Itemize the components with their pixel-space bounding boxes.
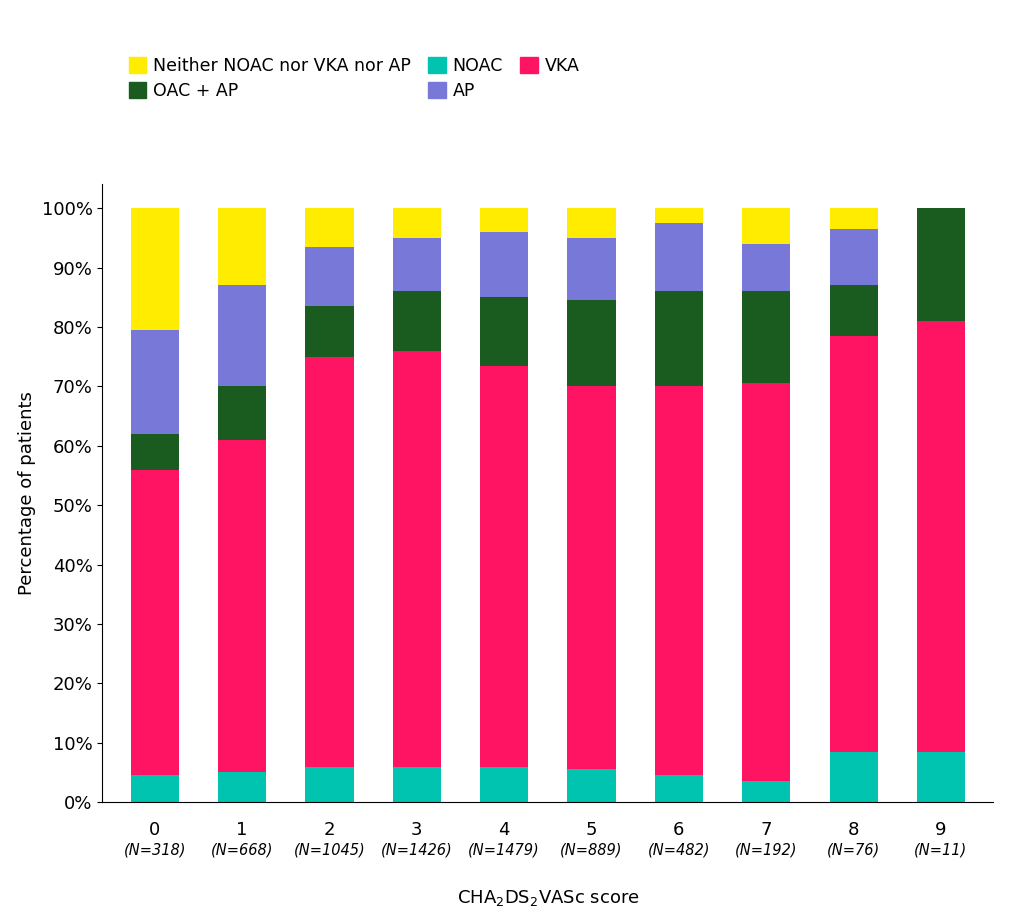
Bar — [742, 781, 791, 802]
Bar — [829, 208, 878, 229]
Text: 5: 5 — [586, 822, 597, 839]
Bar — [742, 291, 791, 384]
Text: (N=889): (N=889) — [560, 843, 623, 857]
Bar — [916, 321, 965, 751]
Bar — [393, 350, 441, 766]
Bar — [567, 301, 615, 386]
Text: (N=668): (N=668) — [211, 843, 273, 857]
Bar — [567, 238, 615, 301]
Bar — [829, 229, 878, 286]
Bar — [654, 291, 702, 386]
Bar — [829, 751, 878, 802]
Bar — [218, 386, 266, 440]
Bar — [654, 386, 702, 775]
Bar — [480, 297, 528, 365]
Bar — [916, 208, 965, 321]
Bar — [393, 208, 441, 238]
Text: 7: 7 — [761, 822, 772, 839]
Text: (N=1426): (N=1426) — [381, 843, 453, 857]
Bar — [480, 365, 528, 766]
Bar — [567, 770, 615, 802]
Bar — [305, 357, 353, 766]
Bar — [654, 775, 702, 802]
Bar — [829, 286, 878, 336]
Bar — [393, 291, 441, 350]
Bar — [567, 208, 615, 238]
Bar — [131, 330, 179, 434]
Bar — [654, 223, 702, 291]
Text: 2: 2 — [324, 822, 335, 839]
Bar — [567, 386, 615, 770]
Bar — [305, 766, 353, 802]
Bar — [218, 286, 266, 386]
Text: 0: 0 — [150, 822, 161, 839]
Bar — [131, 434, 179, 469]
Text: 1: 1 — [237, 822, 248, 839]
Text: (N=192): (N=192) — [735, 843, 798, 857]
Text: (N=76): (N=76) — [827, 843, 881, 857]
Bar — [131, 775, 179, 802]
Bar — [480, 766, 528, 802]
Bar — [393, 766, 441, 802]
Bar — [742, 243, 791, 291]
Bar — [218, 208, 266, 286]
Bar — [742, 208, 791, 243]
Bar — [393, 238, 441, 291]
Text: 3: 3 — [411, 822, 423, 839]
Bar — [305, 306, 353, 357]
Bar — [480, 232, 528, 297]
Text: (N=11): (N=11) — [914, 843, 968, 857]
Bar — [654, 208, 702, 223]
Text: 4: 4 — [499, 822, 510, 839]
Text: 6: 6 — [673, 822, 684, 839]
Text: CHA$_2$DS$_2$VASc score: CHA$_2$DS$_2$VASc score — [457, 888, 639, 908]
Bar — [480, 208, 528, 232]
Bar — [218, 773, 266, 802]
Bar — [305, 208, 353, 247]
Text: (N=1045): (N=1045) — [294, 843, 366, 857]
Text: (N=1479): (N=1479) — [468, 843, 540, 857]
Legend: Neither NOAC nor VKA nor AP, OAC + AP, NOAC, AP, VKA: Neither NOAC nor VKA nor AP, OAC + AP, N… — [129, 57, 580, 100]
Bar — [218, 440, 266, 773]
Text: 9: 9 — [935, 822, 946, 839]
Bar — [305, 247, 353, 306]
Text: (N=482): (N=482) — [647, 843, 710, 857]
Bar — [131, 469, 179, 775]
Text: (N=318): (N=318) — [124, 843, 186, 857]
Bar — [829, 336, 878, 751]
Bar — [742, 384, 791, 781]
Bar — [131, 208, 179, 330]
Text: 8: 8 — [848, 822, 859, 839]
Y-axis label: Percentage of patients: Percentage of patients — [18, 391, 36, 596]
Bar — [916, 751, 965, 802]
